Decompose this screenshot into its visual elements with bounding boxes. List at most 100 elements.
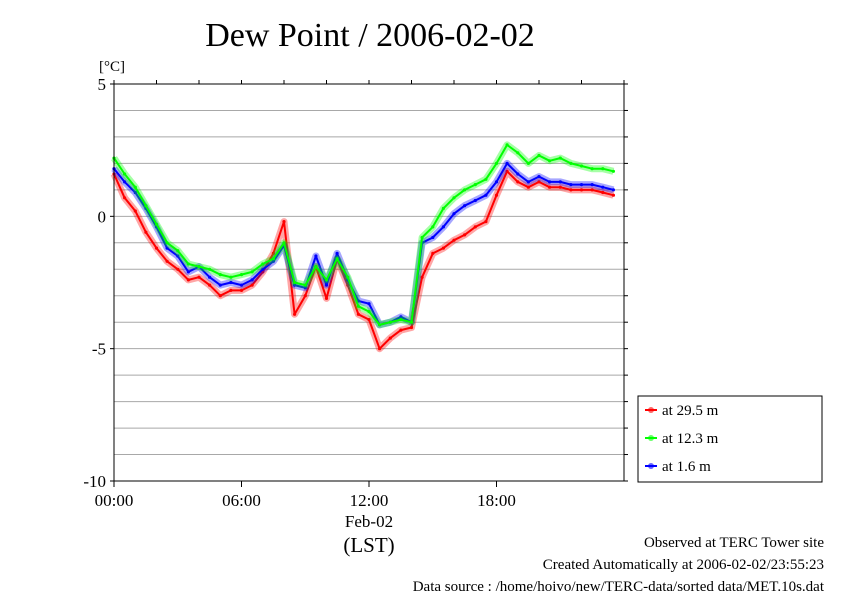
data-point [611,169,616,173]
data-point [516,180,520,184]
y-tick-label: -10 [83,472,106,491]
data-point [441,225,445,229]
data-point [463,204,467,208]
data-point [484,177,488,181]
data-point [601,167,605,171]
data-point [176,254,180,258]
data-point [293,283,297,287]
data-point [420,235,424,240]
legend-label: at 12.3 m [662,431,719,447]
series-halo [111,141,615,329]
data-point [250,270,254,274]
date-label: Feb-02 [345,512,393,531]
data-point [537,175,541,179]
data-point [548,180,552,184]
data-point [176,267,180,271]
data-point [399,318,403,322]
data-point [229,288,233,292]
footer-source: Data source : /home/hoivo/new/TERC-data/… [412,579,824,595]
data-point [484,220,488,224]
data-point [208,267,212,271]
data-point [590,183,594,187]
legend-label: at 1.6 m [662,459,711,475]
data-point [250,278,254,282]
data-point [208,275,212,279]
x-tick-label: 18:00 [477,491,516,510]
x-tick-label: 00:00 [95,491,134,510]
data-point [346,283,350,287]
legend-box [637,395,823,483]
data-point [516,151,520,155]
data-point [282,220,286,224]
legend-marker [648,407,654,413]
data-point [548,159,552,163]
data-point [250,283,254,287]
data-point [494,180,499,184]
footer-created: Created Automatically at 2006-02-02/23:5… [542,557,824,573]
data-point [239,283,244,287]
data-point [526,185,531,189]
data-point [611,188,616,192]
data-point [378,347,382,351]
data-point [367,318,371,322]
legend-marker [648,435,654,441]
data-point [133,185,137,189]
data-point [516,172,520,176]
series-line [113,170,614,350]
data-point [314,254,318,258]
data-point [271,251,275,255]
data-point [441,246,445,250]
data-point [590,167,594,171]
data-point [218,273,222,277]
data-point [133,190,137,195]
data-point [154,246,159,250]
data-point [569,188,573,192]
data-point [123,172,127,176]
legend-label: at 29.5 m [662,403,719,419]
data-point [144,204,148,208]
data-point [197,275,201,279]
data-point [409,325,414,330]
data-point [218,294,222,298]
data-point [388,336,392,340]
data-point [335,251,339,255]
data-point [526,180,531,184]
data-point [601,190,605,195]
y-axis-unit: [°C] [99,59,125,75]
y-tick-label: 5 [98,75,107,94]
data-point [463,233,467,237]
x-axis-label: (LST) [343,533,394,557]
data-point [505,143,509,147]
data-point [144,230,148,234]
data-point [186,262,190,266]
series-line [113,162,614,326]
data-point [452,196,456,200]
data-point [399,315,403,319]
data-point [431,225,435,229]
data-point [282,241,286,245]
data-point [239,288,244,292]
data-point [558,156,562,160]
data-point [154,222,159,226]
data-point [303,286,307,290]
legend-marker [648,463,654,469]
data-point [409,320,414,324]
data-point [356,304,360,308]
data-point [431,251,435,255]
data-point [388,320,392,324]
data-point [367,302,371,306]
data-point [526,161,531,165]
data-point [229,275,233,279]
data-point [558,180,562,184]
data-point [165,246,169,250]
data-point [165,241,169,245]
data-point [197,265,201,269]
data-point [537,180,541,184]
data-point [452,238,456,242]
data-point [473,183,477,187]
data-point [239,273,244,277]
data-point [494,193,499,197]
data-point [324,283,329,287]
data-point [569,161,573,165]
